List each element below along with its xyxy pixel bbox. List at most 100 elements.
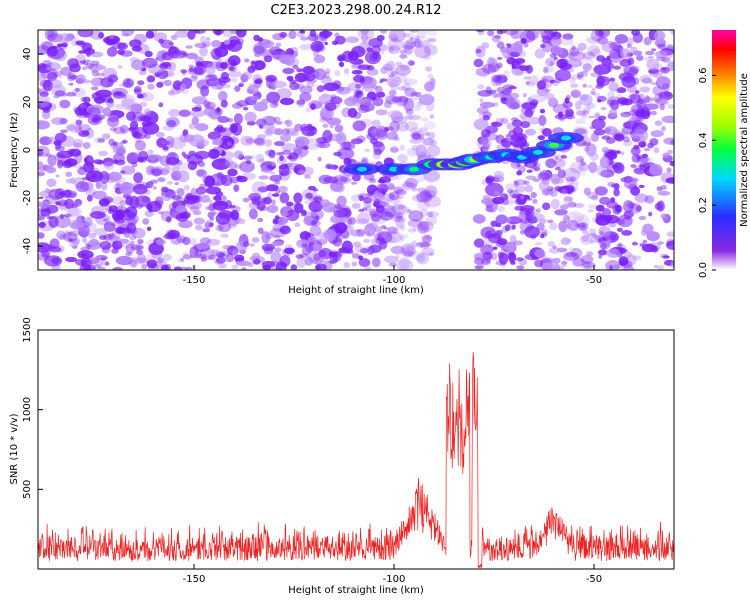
noise-blob: [44, 255, 63, 267]
noise-blob: [427, 37, 437, 43]
noise-blob: [347, 107, 358, 118]
noise-blob: [236, 100, 250, 107]
noise-blob: [199, 237, 211, 245]
noise-blob: [540, 44, 546, 49]
noise-blob: [297, 154, 303, 160]
noise-blob: [475, 67, 490, 77]
noise-blob: [227, 223, 237, 229]
noise-blob: [609, 42, 622, 51]
noise-blob: [528, 94, 547, 103]
noise-blob: [562, 214, 570, 223]
noise-blob: [391, 37, 398, 41]
noise-blob: [551, 36, 561, 43]
noise-blob: [167, 229, 180, 239]
noise-blob: [275, 120, 283, 125]
noise-blob: [520, 145, 524, 150]
noise-blob: [183, 196, 200, 204]
noise-blob: [400, 235, 405, 242]
noise-blob: [423, 170, 441, 182]
noise-blob: [249, 208, 258, 220]
noise-blob: [196, 61, 203, 67]
noise-blob: [646, 59, 660, 71]
noise-blob: [214, 194, 222, 202]
noise-blob: [292, 64, 299, 70]
noise-blob: [622, 136, 630, 143]
noise-blob: [414, 35, 420, 41]
noise-blob: [175, 205, 187, 213]
noise-blob: [75, 119, 83, 126]
noise-blob: [245, 137, 254, 144]
noise-blob: [83, 161, 95, 173]
noise-blob: [503, 197, 515, 205]
noise-blob: [166, 120, 177, 128]
noise-blob: [42, 107, 51, 113]
noise-blob: [288, 30, 297, 40]
colorbar-label: Normalized spectral amplitude: [739, 73, 750, 227]
noise-blob: [644, 195, 655, 204]
noise-blob: [344, 86, 351, 92]
noise-blob: [571, 44, 576, 51]
noise-blob: [265, 184, 279, 192]
noise-blob: [290, 264, 298, 270]
noise-blob: [480, 258, 491, 265]
noise-blob: [212, 200, 229, 211]
noise-blob: [88, 232, 97, 239]
noise-blob: [659, 103, 665, 111]
noise-blob: [407, 228, 417, 233]
noise-blob: [398, 96, 409, 103]
noise-blob: [416, 241, 431, 248]
noise-blob: [569, 162, 584, 174]
noise-blob: [633, 167, 646, 175]
noise-blob: [579, 158, 584, 164]
noise-blob: [544, 88, 551, 93]
noise-blob: [245, 159, 252, 165]
noise-blob: [282, 67, 295, 75]
noise-blob: [396, 96, 408, 106]
noise-blob: [568, 76, 576, 84]
noise-blob: [549, 60, 554, 67]
noise-blob: [85, 63, 95, 69]
noise-blob: [648, 55, 655, 59]
noise-blob: [545, 57, 556, 67]
noise-blob: [579, 56, 593, 70]
noise-blob: [263, 115, 277, 126]
noise-blob: [111, 42, 126, 50]
noise-blob: [643, 36, 652, 46]
noise-blob: [495, 62, 503, 69]
noise-blob: [205, 220, 212, 229]
noise-blob: [411, 240, 418, 248]
noise-blob: [45, 166, 57, 174]
noise-blob: [286, 75, 294, 82]
noise-blob: [542, 127, 552, 137]
x-tick-label: -50: [586, 574, 602, 585]
noise-blob: [422, 137, 435, 146]
noise-blob: [319, 116, 328, 123]
noise-blob: [577, 168, 587, 176]
noise-blob: [74, 87, 80, 93]
noise-blob: [495, 117, 505, 123]
noise-blob: [131, 45, 142, 52]
noise-blob: [181, 70, 187, 76]
noise-blob: [530, 234, 537, 240]
noise-blob: [92, 173, 97, 179]
noise-blob: [667, 149, 673, 155]
noise-blob: [371, 213, 381, 222]
noise-blob: [271, 199, 276, 206]
noise-blob: [286, 201, 294, 207]
noise-blob: [393, 186, 404, 194]
noise-blob: [558, 221, 572, 230]
noise-blob: [565, 106, 572, 111]
noise-blob: [424, 81, 435, 92]
noise-blob: [44, 62, 61, 71]
noise-blob: [313, 68, 327, 80]
noise-blob: [398, 256, 410, 270]
noise-blob: [272, 223, 290, 233]
noise-blob: [204, 175, 216, 188]
spectrogram-x-ticks: -150 -100 -50: [183, 265, 602, 286]
noise-blob: [59, 117, 68, 125]
noise-blob: [144, 50, 153, 58]
noise-blob: [59, 75, 63, 80]
noise-blob: [82, 130, 89, 136]
noise-blob: [505, 97, 521, 110]
noise-blob: [417, 187, 426, 193]
